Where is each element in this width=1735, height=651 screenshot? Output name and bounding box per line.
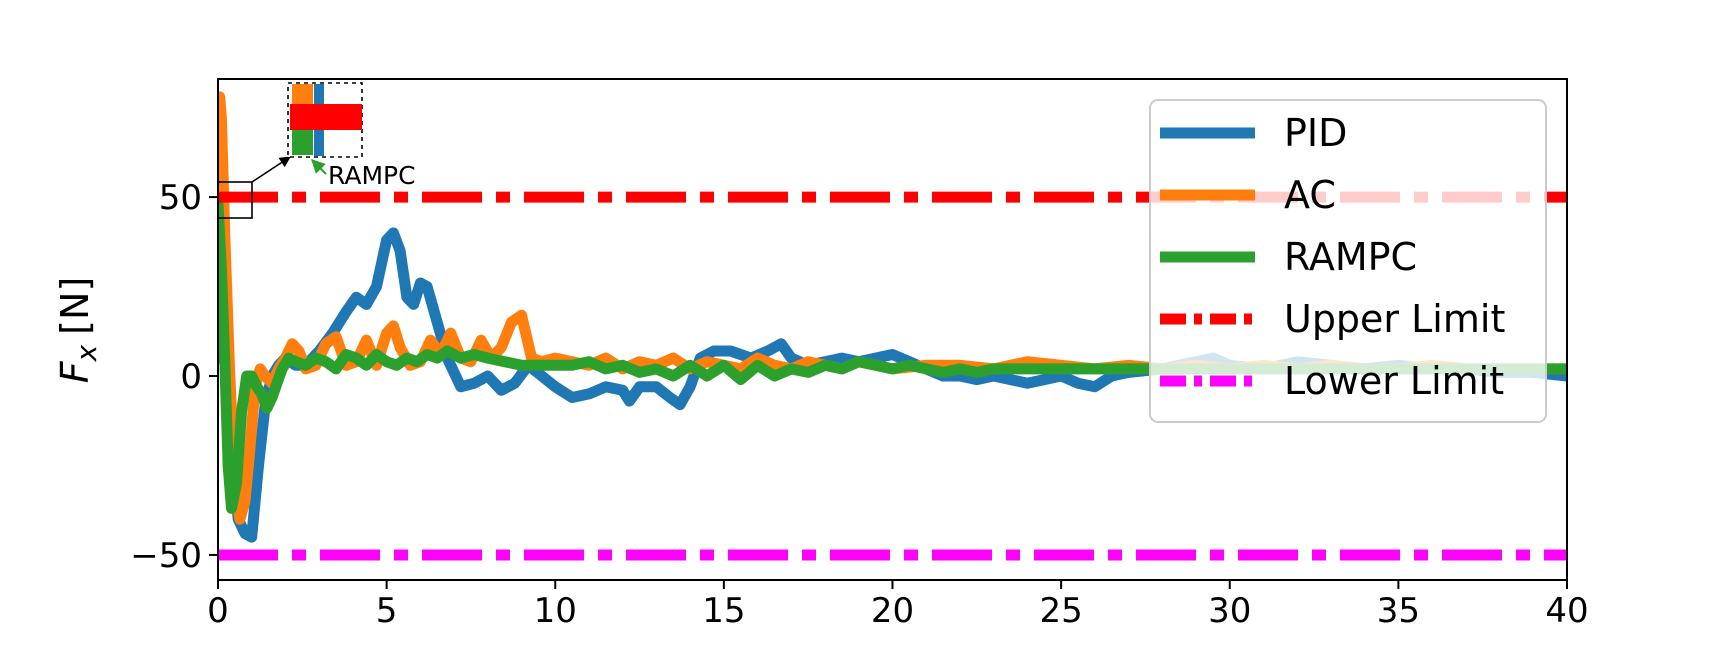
- x-tick-label: 30: [1208, 591, 1251, 631]
- inset-annotation-arrow: [311, 159, 327, 175]
- x-tick-label: 20: [871, 591, 914, 631]
- x-tick-label: 10: [534, 591, 577, 631]
- inset-annotation-label: RAMPC: [328, 161, 416, 190]
- legend: PID AC RAMPC Upper Limit Lower Limit: [1149, 99, 1547, 423]
- y-tick-label: 0: [180, 357, 202, 397]
- x-tick-label: 35: [1377, 591, 1420, 631]
- y-axis-label-unit: [N]: [53, 277, 97, 335]
- inset: RAMPC: [287, 82, 416, 190]
- x-tick-label: 25: [1039, 591, 1082, 631]
- y-axis-label-subscript: x: [70, 344, 103, 362]
- legend-frame: [1149, 99, 1547, 423]
- y-tick-label: 50: [159, 178, 202, 218]
- x-tick-label: 15: [702, 591, 745, 631]
- series-line-rampc: [218, 198, 1567, 514]
- x-tick-label: 40: [1545, 591, 1588, 631]
- inset-rampc-bar: [292, 128, 313, 155]
- x-tick-label: 5: [376, 591, 398, 631]
- y-tick-label: −50: [130, 536, 202, 576]
- y-axis-label-symbol: F: [53, 360, 97, 383]
- legend-label-upper-limit: Upper Limit: [1284, 297, 1505, 341]
- legend-label-pid: PID: [1284, 111, 1347, 155]
- inset-upper-limit-bar: [290, 104, 362, 130]
- legend-label-lower-limit: Lower Limit: [1284, 359, 1504, 403]
- legend-label-rampc: RAMPC: [1284, 235, 1417, 279]
- zoom-connector-arrow: [251, 156, 291, 183]
- y-axis-label: Fx [N]: [53, 277, 103, 384]
- zoom-box: [217, 181, 253, 219]
- x-tick-label: 0: [207, 591, 229, 631]
- legend-label-ac: AC: [1284, 173, 1336, 217]
